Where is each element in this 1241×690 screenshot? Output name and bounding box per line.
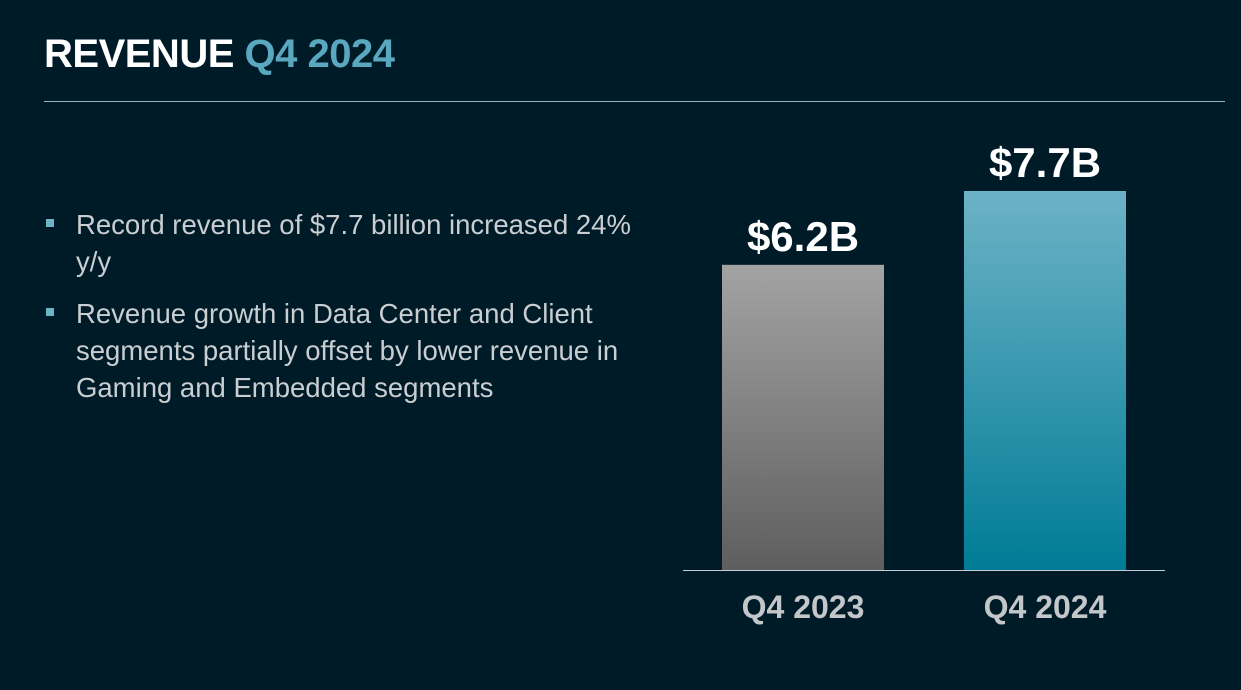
x-tick-label: Q4 2023 bbox=[742, 589, 865, 625]
data-label: $6.2B bbox=[747, 213, 859, 260]
title-main: REVENUE bbox=[44, 32, 234, 76]
square-bullet-icon bbox=[46, 308, 54, 316]
title-accent: Q4 2024 bbox=[244, 32, 395, 76]
bullet-list: Record revenue of $7.7 billion increased… bbox=[44, 206, 644, 421]
data-label: $7.7B bbox=[989, 139, 1101, 186]
title-divider bbox=[44, 101, 1225, 102]
bullet-item: Revenue growth in Data Center and Client… bbox=[44, 295, 644, 406]
bullet-text: Record revenue of $7.7 billion increased… bbox=[76, 209, 631, 277]
bullet-item: Record revenue of $7.7 billion increased… bbox=[44, 206, 644, 280]
bar-q4-2023 bbox=[722, 264, 884, 570]
x-tick-label: Q4 2024 bbox=[984, 589, 1107, 625]
slide-title: REVENUE Q4 2024 bbox=[44, 32, 395, 77]
bar-q4-2024 bbox=[964, 191, 1126, 570]
bullet-text: Revenue growth in Data Center and Client… bbox=[76, 298, 619, 403]
square-bullet-icon bbox=[46, 219, 54, 227]
